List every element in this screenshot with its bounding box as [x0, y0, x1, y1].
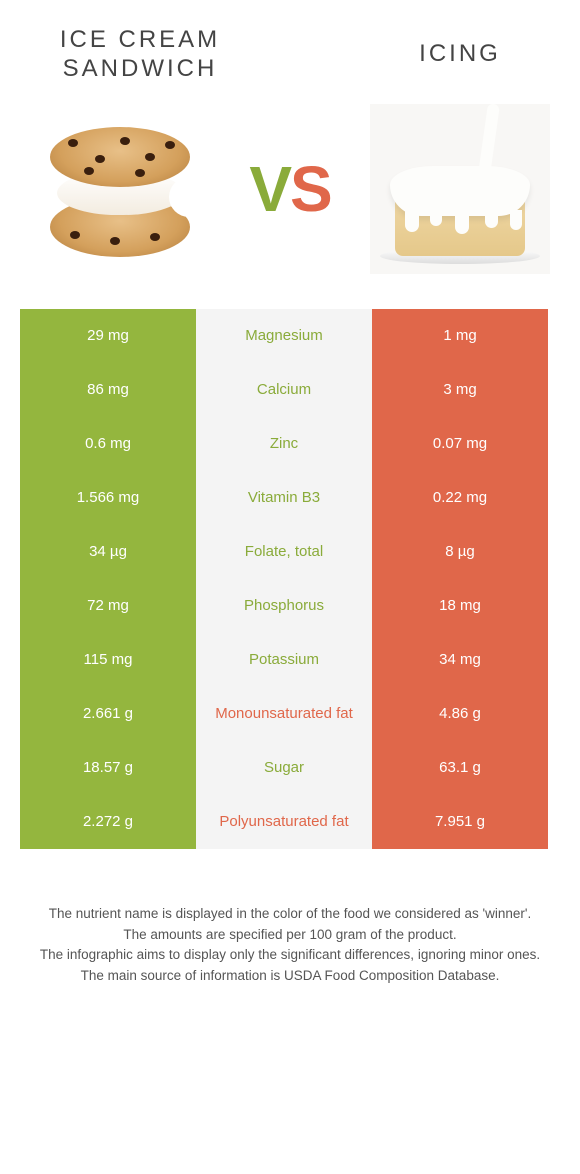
right-value: 0.22 mg: [372, 471, 548, 525]
left-value: 2.272 g: [20, 795, 196, 849]
right-value: 4.86 g: [372, 687, 548, 741]
nutrient-row: 2.661 gMonounsaturated fat4.86 g: [20, 687, 560, 741]
left-value: 0.6 mg: [20, 417, 196, 471]
icing-cake-image: [365, 104, 555, 274]
left-value: 86 mg: [20, 363, 196, 417]
nutrient-name: Polyunsaturated fat: [196, 795, 372, 849]
right-value: 63.1 g: [372, 741, 548, 795]
left-food-title: ICE CREAM SANDWICH: [30, 26, 250, 84]
left-value: 2.661 g: [20, 687, 196, 741]
nutrient-name: Monounsaturated fat: [196, 687, 372, 741]
nutrient-row: 72 mgPhosphorus18 mg: [20, 579, 560, 633]
left-value: 115 mg: [20, 633, 196, 687]
infographic-container: ICE CREAM SANDWICH ICING: [0, 0, 580, 1007]
footnote-line: The infographic aims to display only the…: [30, 945, 550, 966]
nutrient-row: 0.6 mgZinc0.07 mg: [20, 417, 560, 471]
right-value: 7.951 g: [372, 795, 548, 849]
nutrient-table: 29 mgMagnesium1 mg86 mgCalcium3 mg0.6 mg…: [20, 309, 560, 849]
nutrient-name: Zinc: [196, 417, 372, 471]
left-value: 18.57 g: [20, 741, 196, 795]
footnote-line: The main source of information is USDA F…: [30, 966, 550, 987]
right-value: 1 mg: [372, 309, 548, 363]
title-row: ICE CREAM SANDWICH ICING: [20, 26, 560, 84]
right-value: 34 mg: [372, 633, 548, 687]
vs-label: VS: [249, 152, 330, 226]
nutrient-name: Phosphorus: [196, 579, 372, 633]
nutrient-row: 18.57 gSugar63.1 g: [20, 741, 560, 795]
left-value: 72 mg: [20, 579, 196, 633]
nutrient-row: 2.272 gPolyunsaturated fat7.951 g: [20, 795, 560, 849]
nutrient-row: 86 mgCalcium3 mg: [20, 363, 560, 417]
footnotes: The nutrient name is displayed in the co…: [20, 904, 560, 988]
nutrient-name: Sugar: [196, 741, 372, 795]
nutrient-name: Folate, total: [196, 525, 372, 579]
left-value: 1.566 mg: [20, 471, 196, 525]
nutrient-name: Magnesium: [196, 309, 372, 363]
right-food-title: ICING: [370, 40, 550, 69]
images-row: VS: [20, 104, 560, 274]
nutrient-row: 1.566 mgVitamin B30.22 mg: [20, 471, 560, 525]
right-value: 3 mg: [372, 363, 548, 417]
right-value: 18 mg: [372, 579, 548, 633]
footnote-line: The amounts are specified per 100 gram o…: [30, 925, 550, 946]
right-value: 8 µg: [372, 525, 548, 579]
vs-s: S: [290, 153, 331, 225]
nutrient-row: 34 µgFolate, total8 µg: [20, 525, 560, 579]
vs-v: V: [249, 153, 290, 225]
ice-cream-sandwich-image: [25, 104, 215, 274]
nutrient-name: Calcium: [196, 363, 372, 417]
left-value: 34 µg: [20, 525, 196, 579]
footnote-line: The nutrient name is displayed in the co…: [30, 904, 550, 925]
right-value: 0.07 mg: [372, 417, 548, 471]
nutrient-row: 115 mgPotassium34 mg: [20, 633, 560, 687]
nutrient-name: Vitamin B3: [196, 471, 372, 525]
nutrient-name: Potassium: [196, 633, 372, 687]
left-value: 29 mg: [20, 309, 196, 363]
nutrient-row: 29 mgMagnesium1 mg: [20, 309, 560, 363]
